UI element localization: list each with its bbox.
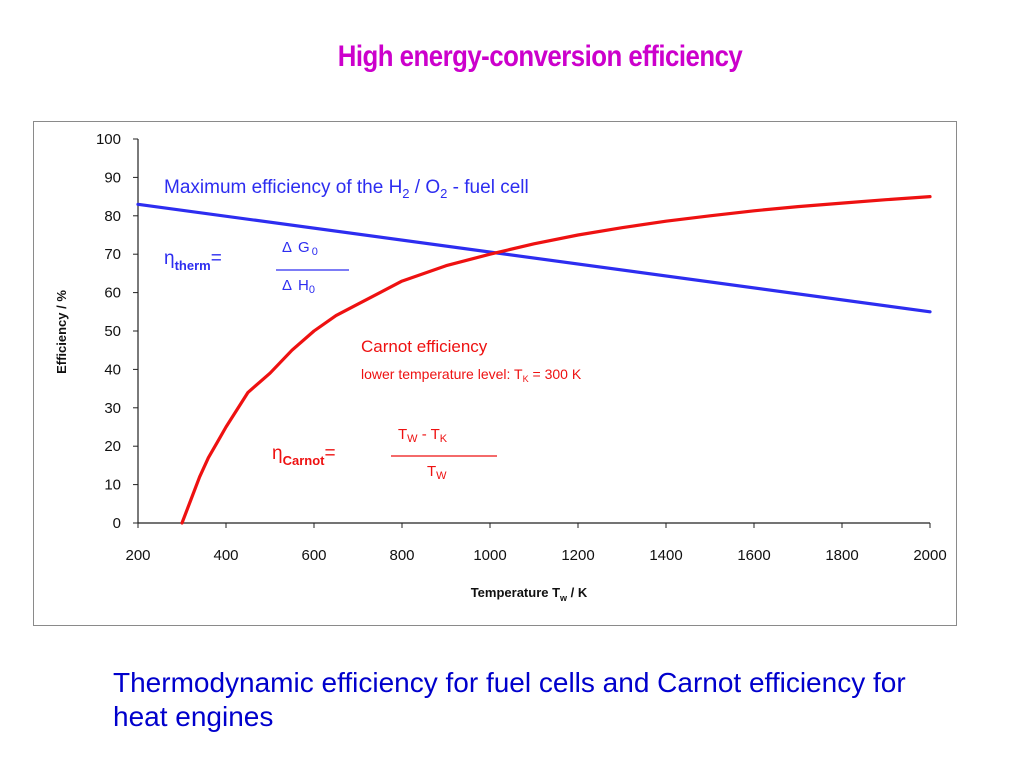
svg-text:TW - TK: TW - TK <box>398 426 448 445</box>
eta-therm-den-var: H <box>298 277 309 294</box>
series-line-carnot <box>180 194 932 525</box>
x-axis-title-sub: w <box>559 593 568 603</box>
eta-carnot-num-T2: T <box>431 426 440 443</box>
x-tick-label: 1200 <box>561 547 594 564</box>
x-tick-label: 400 <box>213 547 238 564</box>
eta-carnot-num-T1: T <box>398 426 407 443</box>
x-tick-label: 200 <box>125 547 150 564</box>
y-tick-label: 10 <box>104 477 121 494</box>
y-tick-label: 70 <box>104 246 121 263</box>
x-tick-label: 1000 <box>473 547 506 564</box>
eta-therm-num-var: G <box>298 239 310 256</box>
y-tick-label: 100 <box>96 131 121 148</box>
chart-frame: 0 10 20 30 40 50 60 70 80 90 100 200 400 600 800 1000 1… <box>33 121 957 626</box>
svg-text:ΔG0: ΔG0 <box>282 239 318 258</box>
eta-carnot-symbol: η <box>272 443 283 464</box>
x-tick-label: 1400 <box>649 547 682 564</box>
eta-carnot-sub: Carnot <box>283 453 326 468</box>
carnot-label: Carnot efficiency <box>361 337 488 356</box>
fuel-cell-label-pre: Maximum efficiency of the H <box>164 177 402 198</box>
eta-carnot-equals: = <box>324 443 335 464</box>
y-tick-label: 90 <box>104 169 121 186</box>
eta-therm-den-sub: 0 <box>309 284 315 296</box>
fuel-cell-label-sub1: 2 <box>402 186 409 201</box>
series-line-fuel-cell <box>136 202 932 314</box>
x-tick-label: 1600 <box>737 547 770 564</box>
fuel-cell-label-sub2: 2 <box>440 186 447 201</box>
x-tick-label: 800 <box>389 547 414 564</box>
eta-carnot-num-sub2: K <box>440 433 448 445</box>
svg-text:ηtherm=: ηtherm= <box>164 248 222 273</box>
y-tick-label: 20 <box>104 438 121 455</box>
y-tick-label: 0 <box>113 515 121 532</box>
svg-text:ΔH0: Δ H0 <box>282 277 315 296</box>
y-tick-label: 30 <box>104 400 121 417</box>
fuel-cell-label: Maximum efficiency of the H2 / O2 - fuel… <box>164 177 529 201</box>
carnot-note-sub: K <box>523 374 529 384</box>
eta-carnot-formula: ηCarnot= TW - TK TW <box>272 426 497 482</box>
x-ticks: 200 400 600 800 1000 1200 1400 1600 1800 2000 <box>125 523 947 564</box>
eta-therm-num-sub: 0 <box>312 246 318 258</box>
svg-text:ηCarnot=: ηCarnot= <box>272 443 336 468</box>
y-tick-label: 60 <box>104 285 121 302</box>
y-tick-label: 80 <box>104 208 121 225</box>
y-ticks: 0 10 20 30 40 50 60 70 80 90 100 <box>96 131 138 532</box>
carnot-note: lower temperature level: TK = 300 K <box>361 366 582 384</box>
series-layer <box>136 194 932 525</box>
eta-therm-sub: therm <box>175 258 211 273</box>
y-tick-label: 40 <box>104 361 121 378</box>
x-axis-title: Temperature Tw / K <box>471 585 588 603</box>
fuel-cell-label-post: - fuel cell <box>447 177 528 198</box>
eta-carnot-num-minus: - <box>418 426 431 443</box>
x-tick-label: 2000 <box>913 547 946 564</box>
fuel-cell-label-mid: / O <box>410 177 441 198</box>
y-axis-title: Efficiency / % <box>54 290 69 374</box>
eta-carnot-num-sub1: W <box>407 433 418 445</box>
slide-caption: Thermodynamic efficiency for fuel cells … <box>113 667 906 732</box>
y-tick-label: 50 <box>104 323 121 340</box>
x-tick-label: 600 <box>301 547 326 564</box>
x-axis-title-main: Temperature T <box>471 585 560 600</box>
eta-carnot-den-sub: W <box>436 470 447 482</box>
eta-carnot-den-T: T <box>427 463 436 480</box>
x-axis-title-unit: / K <box>567 585 588 600</box>
svg-text:TW: TW <box>427 463 447 482</box>
x-tick-label: 1800 <box>825 547 858 564</box>
eta-therm-num-delta: Δ <box>282 239 292 256</box>
eta-therm-symbol: η <box>164 248 175 269</box>
slide-title: High energy-conversion efficiency <box>337 40 743 73</box>
carnot-note-post: = 300 K <box>529 366 582 382</box>
eta-therm-equals: = <box>211 248 222 269</box>
eta-therm-den-delta: Δ <box>282 277 292 294</box>
carnot-note-pre: lower temperature level: T <box>361 366 523 382</box>
